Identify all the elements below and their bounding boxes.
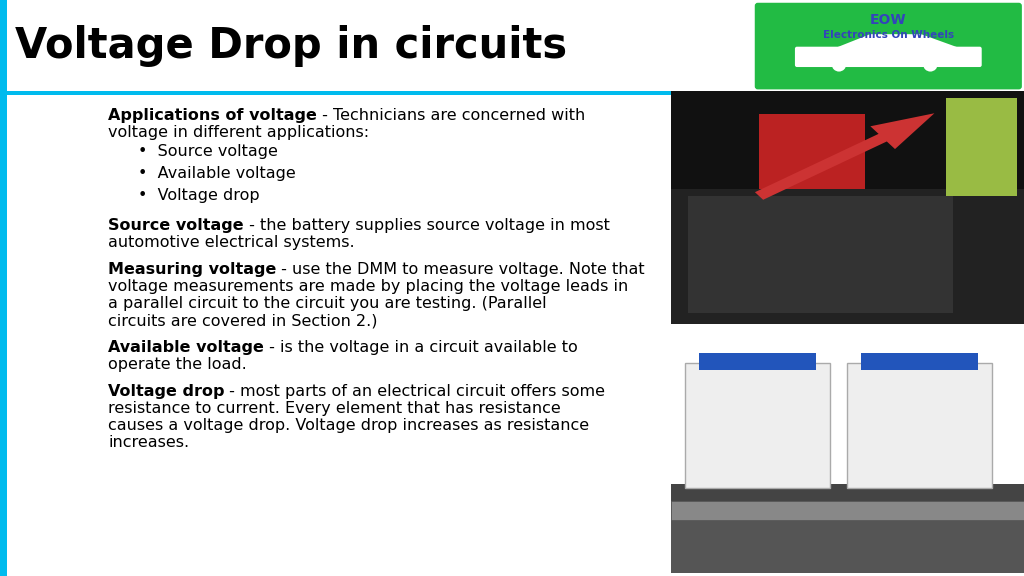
Text: •  Source voltage: • Source voltage: [138, 144, 278, 159]
Text: - Technicians are concerned with: - Technicians are concerned with: [316, 108, 585, 123]
Bar: [671, 484, 1024, 513]
Text: •  Voltage drop: • Voltage drop: [138, 188, 260, 203]
Polygon shape: [834, 34, 962, 49]
Bar: [671, 91, 1024, 196]
Text: - the battery supplies source voltage in most: - the battery supplies source voltage in…: [244, 218, 609, 233]
Bar: [688, 196, 953, 313]
Text: Applications of voltage: Applications of voltage: [108, 108, 316, 123]
Text: Measuring voltage: Measuring voltage: [108, 262, 276, 277]
Text: automotive electrical systems.: automotive electrical systems.: [108, 235, 354, 250]
Text: increases.: increases.: [108, 435, 189, 450]
Text: Voltage drop: Voltage drop: [108, 384, 224, 399]
Text: Electronics On Wheels: Electronics On Wheels: [822, 30, 954, 40]
Bar: [861, 353, 978, 370]
Text: - is the voltage in a circuit available to: - is the voltage in a circuit available …: [264, 340, 578, 355]
Text: •  Available voltage: • Available voltage: [138, 166, 296, 181]
FancyBboxPatch shape: [755, 3, 1022, 89]
Bar: [0, 91, 1024, 95]
Text: Available voltage: Available voltage: [108, 340, 264, 355]
Bar: [946, 98, 1017, 196]
Bar: [0, 0, 1024, 91]
Text: voltage measurements are made by placing the voltage leads in: voltage measurements are made by placing…: [108, 279, 629, 294]
Circle shape: [831, 57, 846, 71]
Text: voltage in different applications:: voltage in different applications:: [108, 125, 369, 140]
Text: EOW: EOW: [870, 13, 906, 27]
Text: causes a voltage drop. Voltage drop increases as resistance: causes a voltage drop. Voltage drop incr…: [108, 418, 589, 433]
Bar: [848, 363, 992, 488]
Bar: [671, 189, 1024, 324]
Text: resistance to current. Every element that has resistance: resistance to current. Every element tha…: [108, 401, 561, 416]
Bar: [0, 95, 7, 576]
Text: - most parts of an electrical circuit offers some: - most parts of an electrical circuit of…: [224, 384, 605, 399]
Bar: [759, 115, 865, 219]
Text: Voltage Drop in circuits: Voltage Drop in circuits: [15, 25, 567, 66]
FancyArrow shape: [755, 113, 935, 200]
Bar: [685, 363, 829, 488]
Bar: [699, 353, 815, 370]
Text: circuits are covered in Section 2.): circuits are covered in Section 2.): [108, 313, 378, 328]
Circle shape: [923, 57, 938, 71]
Bar: [0, 0, 7, 91]
Text: Source voltage: Source voltage: [108, 218, 244, 233]
Bar: [671, 501, 1024, 520]
Text: a parallel circuit to the circuit you are testing. (Parallel: a parallel circuit to the circuit you ar…: [108, 296, 547, 311]
Bar: [671, 513, 1024, 573]
Text: operate the load.: operate the load.: [108, 357, 247, 372]
FancyBboxPatch shape: [795, 47, 982, 67]
Text: - use the DMM to measure voltage. Note that: - use the DMM to measure voltage. Note t…: [276, 262, 645, 277]
